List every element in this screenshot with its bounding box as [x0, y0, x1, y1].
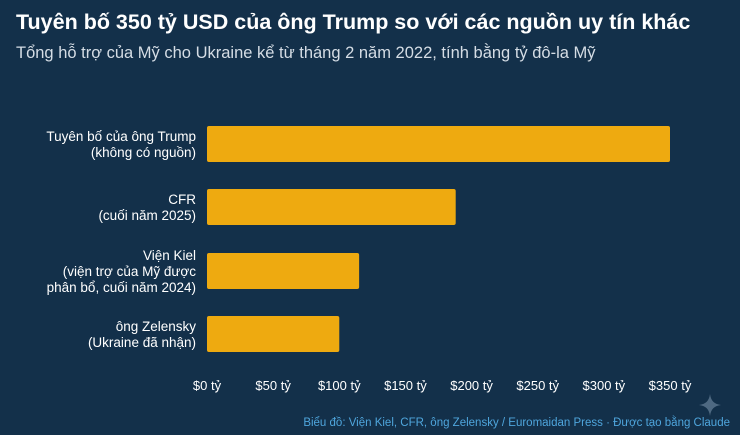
chart-subtitle: Tổng hỗ trợ của Mỹ cho Ukraine kể từ thá…	[16, 44, 596, 62]
category-label: Tuyên bố của ông Trump (không có nguồn)	[46, 129, 196, 160]
x-tick-label: $200 tỷ	[450, 378, 493, 393]
x-tick-label: $300 tỷ	[583, 378, 626, 393]
x-tick-label: $150 tỷ	[384, 378, 427, 393]
x-tick-label: $350 tỷ	[649, 378, 692, 393]
category-label: CFR (cuối năm 2025)	[98, 192, 196, 223]
bar	[207, 316, 340, 352]
chart-title: Tuyên bố 350 tỷ USD của ông Trump so với…	[16, 10, 691, 34]
source-note: Biểu đồ: Viện Kiel, CFR, ông Zelensky / …	[303, 417, 730, 429]
bar	[207, 189, 456, 225]
category-label: Viện Kiel (viện trợ của Mỹ được phân bổ, c…	[47, 248, 197, 295]
x-tick-label: $0 tỷ	[193, 378, 222, 393]
category-label: ông Zelensky (Ukraine đã nhận)	[88, 319, 196, 350]
bar	[207, 126, 670, 162]
x-tick-label: $250 tỷ	[516, 378, 559, 393]
bar	[207, 253, 360, 289]
x-tick-label: $50 tỷ	[255, 378, 291, 393]
x-tick-label: $100 tỷ	[318, 378, 361, 393]
sparkle-icon	[699, 394, 721, 416]
